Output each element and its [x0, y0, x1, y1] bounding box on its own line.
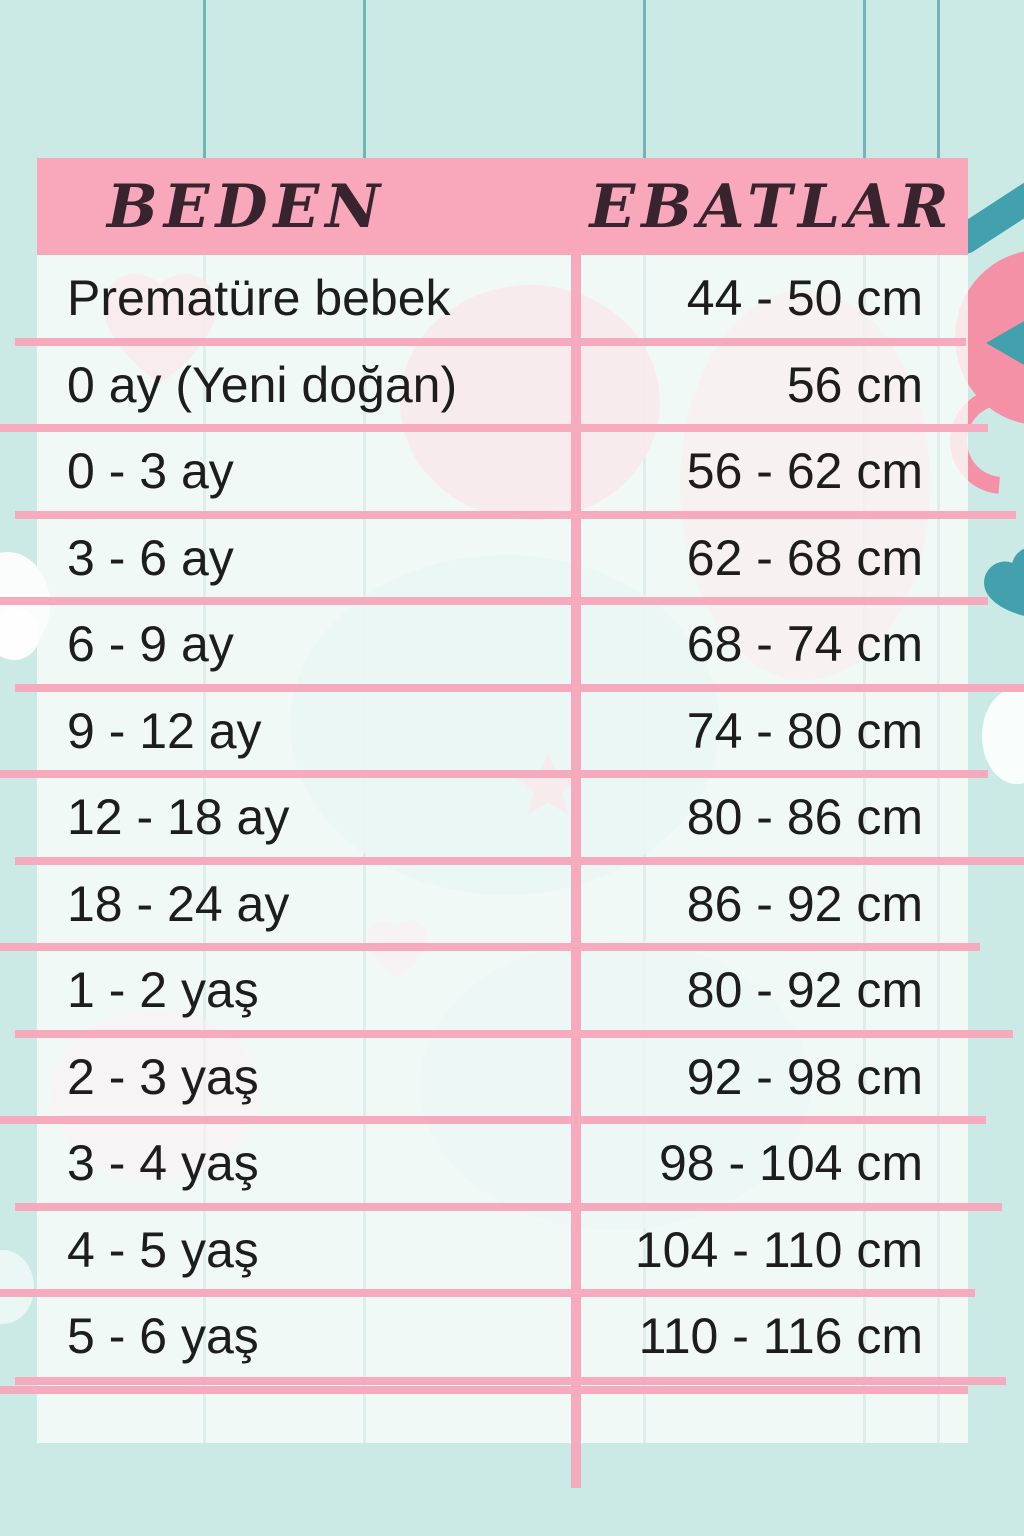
size-cell: 0 - 3 ay: [67, 443, 234, 500]
cloud-icon: [0, 608, 40, 660]
dimension-cell: 86 - 92 cm: [686, 875, 923, 932]
table-row: 1 - 2 yaş 80 - 92 cm: [37, 947, 968, 1034]
row-separator-line: [15, 857, 1024, 865]
dimension-cell: 104 - 110 cm: [634, 1221, 923, 1278]
table-row: 4 - 5 yaş 104 - 110 cm: [37, 1207, 968, 1294]
table-row: Prematüre bebek 44 - 50 cm: [37, 255, 968, 342]
table-row: 2 - 3 yaş 92 - 98 cm: [37, 1034, 968, 1121]
size-cell: 1 - 2 yaş: [67, 962, 259, 1019]
dimension-cell: 110 - 116 cm: [638, 1308, 923, 1365]
size-cell: 3 - 4 yaş: [67, 1135, 259, 1192]
table-row: 6 - 9 ay 68 - 74 cm: [37, 601, 968, 688]
table-row: 0 - 3 ay 56 - 62 cm: [37, 428, 968, 515]
row-separator-line: [15, 338, 966, 346]
table-row: 3 - 4 yaş 98 - 104 cm: [37, 1120, 968, 1207]
table-row: 0 ay (Yeni doğan) 56 cm: [37, 342, 968, 429]
dimension-cell: 44 - 50 cm: [686, 270, 923, 327]
dimension-cell: 56 cm: [786, 356, 923, 413]
table-row: 12 - 18 ay 80 - 86 cm: [37, 774, 968, 861]
row-separator-line: [0, 1116, 986, 1124]
heart-icon: [984, 546, 1024, 620]
header-beden: BEDEN: [107, 171, 387, 242]
dimension-cell: 80 - 92 cm: [686, 962, 923, 1019]
size-table: BEDEN EBATLAR Prematüre bebek 44 - 50 cm…: [37, 158, 968, 1443]
row-separator-line: [0, 424, 988, 432]
row-separator-line: [0, 770, 988, 778]
size-cell: 3 - 6 ay: [67, 529, 234, 586]
dimension-cell: 74 - 80 cm: [686, 702, 923, 759]
row-separator-line: [0, 1386, 968, 1394]
row-separator-line: [0, 943, 980, 951]
size-cell: 4 - 5 yaş: [67, 1221, 259, 1278]
row-separator-line: [15, 1203, 1002, 1211]
cloud-icon: [982, 688, 1024, 784]
dimension-cell: 92 - 98 cm: [686, 1048, 923, 1105]
table-row: 9 - 12 ay 74 - 80 cm: [37, 688, 968, 775]
size-cell: 5 - 6 yaş: [67, 1308, 259, 1365]
size-cell: Prematüre bebek: [67, 270, 451, 327]
table-body: Prematüre bebek 44 - 50 cm 0 ay (Yeni do…: [37, 255, 968, 1380]
row-separator-line: [15, 511, 1016, 519]
size-cell: 0 ay (Yeni doğan): [67, 356, 458, 413]
size-cell: 18 - 24 ay: [67, 875, 290, 932]
header-ebatlar: EBATLAR: [589, 171, 955, 242]
size-cell: 9 - 12 ay: [67, 702, 262, 759]
row-separator-line: [0, 1289, 975, 1297]
row-separator-line: [0, 597, 988, 605]
size-cell: 6 - 9 ay: [67, 616, 234, 673]
dimension-cell: 80 - 86 cm: [686, 789, 923, 846]
column-divider-line: [571, 255, 581, 1488]
dimension-cell: 98 - 104 cm: [658, 1135, 923, 1192]
size-cell: 12 - 18 ay: [67, 789, 290, 846]
table-row: 3 - 6 ay 62 - 68 cm: [37, 515, 968, 602]
table-row: 5 - 6 yaş 110 - 116 cm: [37, 1293, 968, 1380]
dimension-cell: 68 - 74 cm: [686, 616, 923, 673]
table-header-row: BEDEN EBATLAR: [37, 158, 968, 255]
row-separator-line: [15, 1377, 1006, 1385]
dimension-cell: 62 - 68 cm: [686, 529, 923, 586]
row-separator-line: [15, 1030, 1013, 1038]
table-row: 18 - 24 ay 86 - 92 cm: [37, 861, 968, 948]
cloud-icon: [0, 1250, 34, 1324]
size-cell: 2 - 3 yaş: [67, 1048, 259, 1105]
dimension-cell: 56 - 62 cm: [686, 443, 923, 500]
row-separator-line: [15, 684, 1024, 692]
